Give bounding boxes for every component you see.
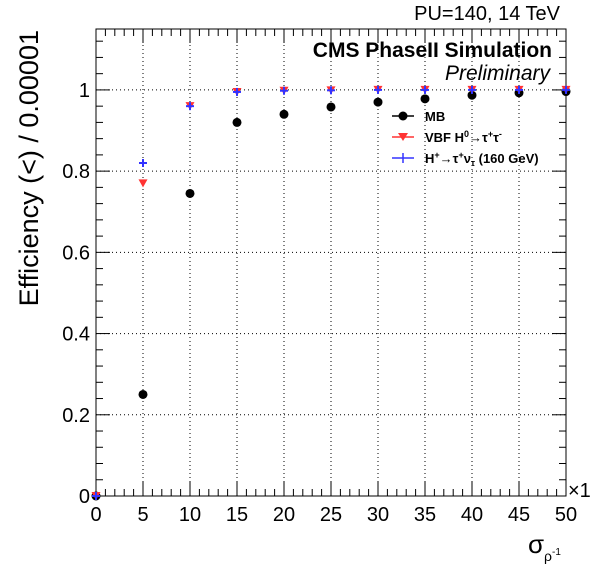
x-tick-label-15: 15: [226, 504, 248, 526]
grid: [96, 29, 566, 496]
point-mb-30: [373, 97, 383, 107]
point-mb-20: [279, 109, 289, 119]
point-hplus-25: [327, 86, 335, 95]
status-label: Preliminary: [445, 62, 552, 85]
legend-hplus-label: H+→τ+ντ (160 GeV): [425, 150, 539, 168]
point-hplus-40: [468, 85, 476, 94]
point-mb-35: [420, 94, 430, 104]
legend: MB VBF H0→τ+τ- H+→τ+ντ (160 GeV): [392, 109, 539, 168]
ticks: 0 5 10 15 20 25 30 35 40 45 50 0 0.2 0.4 0.6 0.8 1: [62, 29, 577, 526]
legend-entry-vbf: VBF H0→τ+τ-: [392, 129, 502, 145]
point-vbf-5: [138, 179, 148, 188]
point-hplus-30: [374, 85, 382, 94]
legend-vbf-label: VBF H0→τ+τ-: [425, 129, 502, 145]
x-tick-label-35: 35: [414, 504, 436, 526]
x-axis-multiplier: ×1: [568, 480, 591, 502]
legend-vbf-marker: [398, 133, 408, 141]
x-tick-label-20: 20: [273, 504, 295, 526]
y-tick-label-0.2: 0.2: [62, 405, 90, 427]
x-tick-label-25: 25: [320, 504, 342, 526]
data-points: [91, 85, 571, 501]
point-hplus-20: [280, 86, 288, 95]
y-tick-label-0.4: 0.4: [62, 324, 90, 346]
y-tick-label-0.6: 0.6: [62, 242, 90, 264]
pu-energy-label: PU=140, 14 TeV: [414, 3, 561, 25]
y-axis-title: Efficiency (<) / 0.00001: [14, 30, 44, 306]
point-mb-10: [185, 188, 195, 198]
point-hplus-45: [515, 85, 523, 94]
y-tick-label-0.8: 0.8: [62, 161, 90, 183]
point-hplus-35: [421, 85, 429, 94]
x-tick-label-10: 10: [179, 504, 201, 526]
x-tick-label-30: 30: [367, 504, 389, 526]
point-hplus-0: [92, 492, 100, 500]
x-axis-title: σρ-1: [528, 529, 561, 564]
point-hplus-50: [562, 85, 570, 94]
point-mb-5: [138, 389, 148, 399]
collab-label: CMS PhaseII Simulation: [313, 39, 552, 62]
point-mb-25: [326, 102, 336, 112]
point-mb-40: [467, 90, 477, 100]
x-tick-label-45: 45: [508, 504, 530, 526]
point-hplus-15: [233, 87, 241, 96]
x-tick-label-40: 40: [461, 504, 483, 526]
legend-mb-label: MB: [425, 109, 445, 124]
x-tick-label-5: 5: [137, 504, 148, 526]
y-tick-label-0: 0: [79, 486, 90, 508]
point-hplus-5: [139, 159, 147, 168]
legend-entry-mb: MB: [392, 109, 445, 124]
legend-entry-hplus: H+→τ+ντ (160 GeV): [392, 150, 539, 168]
x-tick-label-50: 50: [555, 504, 577, 526]
point-hplus-10: [186, 102, 194, 111]
legend-mb-marker: [398, 111, 408, 121]
point-mb-15: [232, 117, 242, 127]
y-tick-label-1: 1: [79, 80, 90, 102]
x-tick-label-0: 0: [90, 504, 101, 526]
